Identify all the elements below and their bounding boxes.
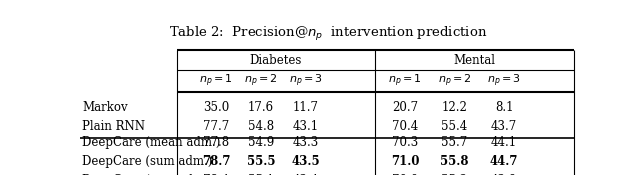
Text: 43.4: 43.4 <box>292 174 319 175</box>
Text: Markov: Markov <box>83 102 128 114</box>
Text: $n_p = 2$: $n_p = 2$ <box>438 73 472 89</box>
Text: 43.7: 43.7 <box>491 120 517 133</box>
Text: 78.4: 78.4 <box>204 174 230 175</box>
Text: $n_p = 1$: $n_p = 1$ <box>200 73 234 89</box>
Text: 77.7: 77.7 <box>204 120 230 133</box>
Text: 78.7: 78.7 <box>202 155 230 168</box>
Text: $n_p = 2$: $n_p = 2$ <box>244 73 278 89</box>
Text: 55.4: 55.4 <box>442 120 468 133</box>
Text: 70.0: 70.0 <box>392 174 418 175</box>
Text: 54.8: 54.8 <box>248 120 274 133</box>
Text: 11.7: 11.7 <box>292 102 319 114</box>
Text: 54.9: 54.9 <box>248 136 274 149</box>
Text: $n_p = 1$: $n_p = 1$ <box>388 73 422 89</box>
Text: 44.7: 44.7 <box>490 155 518 168</box>
Text: 20.7: 20.7 <box>392 102 418 114</box>
Text: Mental: Mental <box>453 54 495 66</box>
Text: 55.1: 55.1 <box>248 174 274 175</box>
Text: 77.8: 77.8 <box>204 136 230 149</box>
Text: 71.0: 71.0 <box>390 155 419 168</box>
Text: 35.0: 35.0 <box>204 102 230 114</box>
Text: 12.2: 12.2 <box>442 102 467 114</box>
Text: 55.7: 55.7 <box>442 136 468 149</box>
Text: 43.9: 43.9 <box>491 174 517 175</box>
Text: 55.5: 55.5 <box>247 155 275 168</box>
Text: 43.3: 43.3 <box>292 136 319 149</box>
Text: 44.1: 44.1 <box>491 136 517 149</box>
Text: DeepCare (mean adm.): DeepCare (mean adm.) <box>83 136 221 149</box>
Text: 70.3: 70.3 <box>392 136 418 149</box>
Text: Table 2:  Precision@$n_p$  intervention prediction: Table 2: Precision@$n_p$ intervention pr… <box>169 25 487 43</box>
Text: $n_p = 3$: $n_p = 3$ <box>487 73 521 89</box>
Text: 17.6: 17.6 <box>248 102 274 114</box>
Text: 8.1: 8.1 <box>495 102 513 114</box>
Text: DeepCare (sum adm.): DeepCare (sum adm.) <box>83 155 213 168</box>
Text: 43.5: 43.5 <box>291 155 320 168</box>
Text: DeepCare (max adm.): DeepCare (max adm.) <box>83 174 213 175</box>
Text: 55.8: 55.8 <box>440 155 468 168</box>
Text: 43.1: 43.1 <box>292 120 319 133</box>
Text: 55.2: 55.2 <box>442 174 468 175</box>
Text: Plain RNN: Plain RNN <box>83 120 145 133</box>
Text: 70.4: 70.4 <box>392 120 418 133</box>
Text: Diabetes: Diabetes <box>250 54 302 66</box>
Text: $n_p = 3$: $n_p = 3$ <box>289 73 323 89</box>
